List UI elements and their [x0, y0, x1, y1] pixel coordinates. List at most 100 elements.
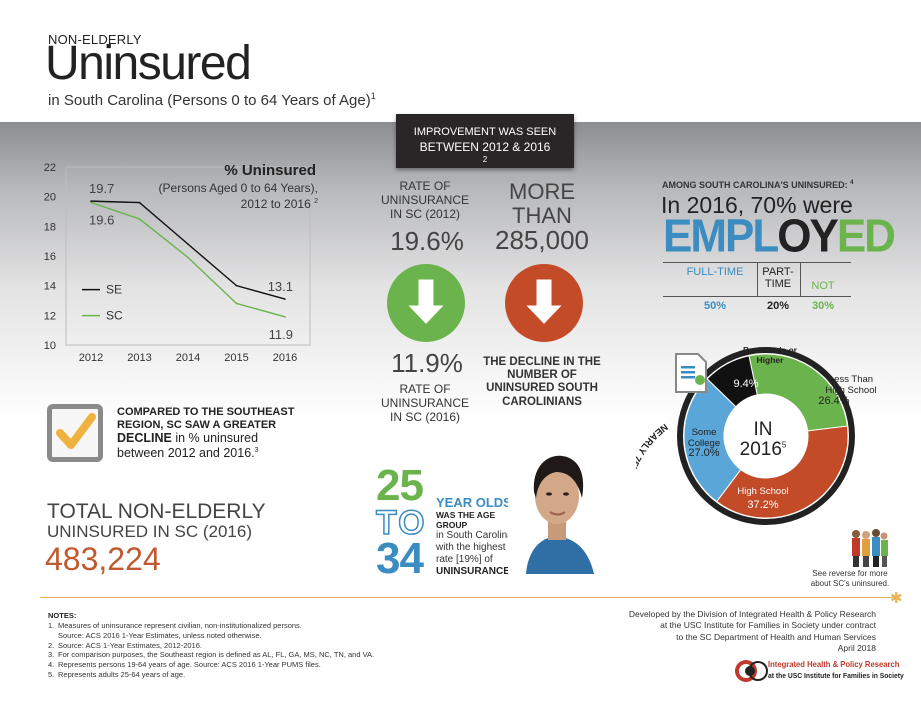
chart-subtitle-line2-wrap: 2012 to 2016 2 — [140, 197, 318, 213]
data-label-se-end: 13.1 — [268, 279, 293, 294]
chart-subtitle-line2: 2012 to 2016 — [240, 196, 311, 211]
rate-2012-value: 19.6% — [390, 226, 464, 256]
segment-label-bachelors: Bachelor's or Higher — [743, 345, 797, 365]
woman-portrait-image — [508, 438, 604, 574]
note-number: 2. — [48, 640, 55, 650]
employment-table: FULL-TIME PART-TIME NOT 50% 20% 30% — [663, 260, 851, 320]
notes-title: NOTES: — [48, 611, 77, 620]
data-point-se — [284, 298, 286, 300]
legend-label-sc: SC — [106, 309, 123, 323]
note-text: Represents adults 25-64 years of age. — [58, 669, 186, 679]
note-text: Measures of uninsurance represent civili… — [58, 621, 302, 630]
developed-line2: at the USC Institute for Families in Soc… — [660, 620, 876, 631]
chart-title: % Uninsured — [224, 162, 316, 179]
employment-table-rule — [663, 296, 851, 297]
developed-by-credit: Developed by the Division of Integrated … — [560, 609, 876, 655]
age-body-line5: UNINSURANCE. — [436, 566, 513, 578]
segment-label-some-college: Some College — [687, 427, 721, 449]
note-item: 3. For comparison purposes, the Southeast… — [48, 650, 448, 660]
segment-label-high-school: High School — [737, 486, 789, 497]
chart-footnote: 2 — [314, 197, 318, 205]
education-donut-chart: NEARLY 75% HAD AT LEAST A HIGH SCHOOL DI… — [636, 347, 855, 530]
employed-word: EMPLOYED — [663, 210, 896, 263]
y-tick-label: 16 — [44, 251, 56, 263]
segment-pct-less-than-hs: 26.4% — [818, 395, 850, 407]
total-label-line2: UNINSURED IN SC (2016) — [47, 522, 252, 541]
y-tick-label: 14 — [44, 281, 56, 293]
donut-center — [724, 394, 808, 478]
x-tick-label: 2012 — [79, 352, 103, 364]
note-subitem: Source: ACS 2016 1-Year Estimates, unles… — [48, 631, 448, 641]
data-point-se — [90, 200, 92, 202]
data-label-sc-end: 11.9 — [269, 327, 293, 342]
legend-label-se: SE — [106, 283, 122, 297]
age-group-description: WAS THE AGE GROUP in South Carolina with… — [436, 510, 520, 578]
segment-pct-bachelors: 9.4% — [733, 378, 759, 390]
note-number: 4. — [48, 660, 55, 669]
employment-kicker: AMONG SOUTH CAROLINA'S UNINSURED: 4 — [662, 180, 854, 190]
total-value: 483,224 — [45, 541, 161, 577]
developed-line4: April 2018 — [837, 643, 876, 654]
developed-line3: to the SC Department of Health and Human… — [676, 631, 876, 642]
ihpr-logo — [735, 660, 768, 682]
subtitle-text: in South Carolina (Persons 0 to 64 Years… — [48, 92, 371, 109]
total-label-line1: TOTAL NON-ELDERLY — [47, 500, 266, 523]
asterisk-icon: ✱ — [890, 590, 903, 607]
data-point-sc — [187, 256, 189, 259]
employment-footnote: 4 — [850, 180, 854, 186]
comparison-line4: between 2012 and 2016.3 — [117, 446, 317, 460]
down-arrow-icon — [387, 264, 465, 342]
employed-word-blue: EMPL — [663, 210, 779, 263]
rate-2016-value: 11.9% — [391, 348, 463, 378]
chart-subtitle: (Persons Aged 0 to 64 Years), 2012 to 20… — [140, 181, 318, 212]
age-body-line1: WAS THE AGE GROUP — [436, 510, 496, 531]
note-text: For comparison purposes, the Southeast r… — [58, 650, 375, 660]
donut-center-label: IN 20165 — [733, 420, 793, 460]
y-tick-label: 20 — [44, 192, 56, 204]
see-reverse-note: See reverse for more about SC's uninsure… — [810, 569, 890, 588]
notes-list: 1. Measures of uninsurance represent civi… — [48, 621, 448, 680]
employment-pct-fulltime: 50% — [703, 300, 727, 312]
age-body-line4: rate [19%] of — [436, 554, 493, 566]
note-item: 1. Measures of uninsurance represent civi… — [48, 621, 448, 631]
employment-table-divider — [800, 262, 801, 296]
rate-2016-label: RATE OF UNINSURANCE IN SC (2016) — [380, 382, 469, 424]
age-to: TO — [375, 504, 427, 542]
improvement-line2-text: BETWEEN 2012 & 2016 — [419, 139, 551, 154]
chart-subtitle-line1: (Persons Aged 0 to 64 Years), — [158, 181, 318, 195]
employment-kicker-text: AMONG SOUTH CAROLINA'S UNINSURED: — [662, 180, 848, 190]
rate-2012-label: RATE OF UNINSURANCE IN SC (2012) — [380, 179, 469, 221]
data-label-sc-start: 19.6 — [89, 213, 114, 228]
employment-col-fulltime: FULL-TIME — [686, 266, 744, 278]
diploma-icon — [675, 353, 707, 393]
employed-word-black: OY — [777, 210, 839, 263]
improvement-footnote: 2 — [482, 154, 488, 164]
segment-pct-some-college: 27.0% — [688, 447, 720, 459]
y-tick-label: 18 — [44, 221, 56, 233]
y-tick-label: 10 — [44, 340, 56, 352]
more-than-label: MORE THAN — [509, 179, 575, 229]
logo-line2: at the USC Institute for Families in Soc… — [768, 671, 904, 680]
decline-label: THE DECLINE IN THE NUMBER OF UNINSURED S… — [483, 356, 601, 408]
y-tick-label: 12 — [44, 310, 56, 322]
note-item: 4. Represents persons 19-64 years of age.… — [48, 660, 448, 670]
donut-center-footnote: 5 — [781, 440, 787, 450]
employment-col-parttime: PART-TIME — [762, 266, 794, 290]
comparison-line1: COMPARED TO THE SOUTHEAST — [117, 406, 295, 418]
data-point-sc — [138, 218, 141, 220]
comparison-text: COMPARED TO THE SOUTHEAST REGION, SC SAW… — [117, 406, 317, 460]
page-subtitle: in South Carolina (Persons 0 to 64 Years… — [48, 91, 376, 109]
comparison-line3-text: in % uninsured — [175, 431, 259, 446]
employed-word-green: ED — [836, 210, 896, 263]
x-tick-label: 2013 — [127, 352, 151, 364]
comparison-decline: DECLINE — [117, 431, 172, 446]
improvement-banner: IMPROVEMENT WAS SEEN BETWEEN 2012 & 2016… — [396, 114, 574, 168]
page-kicker: NON-ELDERLY — [48, 32, 142, 47]
footer-divider — [40, 597, 893, 598]
segment-label-less-than-hs: Less Than High School — [825, 374, 877, 396]
subtitle-footnote: 1 — [370, 91, 376, 101]
age-body-line3: with the highest — [436, 542, 506, 554]
down-arrow-icon — [505, 264, 583, 342]
age-group-heading: YEAR OLDS — [436, 495, 512, 510]
series-line-sc — [90, 201, 286, 318]
